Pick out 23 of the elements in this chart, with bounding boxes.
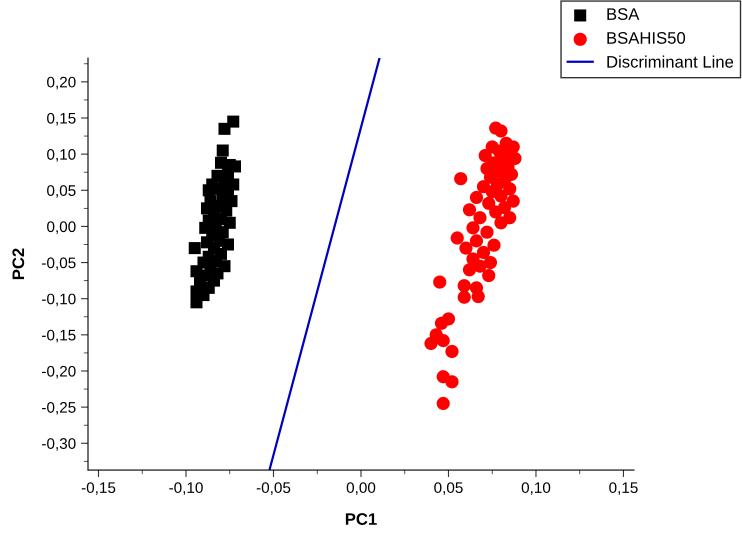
y-tick-label: -0,10 [42,294,76,306]
x-tick-label: -0,05 [256,482,290,495]
x-tick-label: 0,10 [522,482,550,495]
y-tick-label: -0,30 [42,438,76,451]
y-tick-label: 0,05 [47,185,76,198]
x-tick-label: -0,10 [169,482,203,495]
legend-label: BSAHIS50 [607,32,686,44]
y-tick-label: 0,20 [47,76,76,90]
legend-label: Discriminant Line [607,55,734,68]
y-tick-label: -0,20 [42,366,76,378]
y-tick-label: -0,15 [42,330,76,342]
x-tick-label: -0,15 [82,482,116,495]
legend-label: BSA [607,8,640,20]
x-tick-label: 0,00 [346,482,376,495]
y-tick-label: 0,00 [47,221,76,234]
y-axis-title: PC2 [12,248,24,280]
x-axis-title: PC1 [346,513,377,525]
y-tick-label: 0,15 [47,112,76,126]
y-tick-label: -0,05 [42,257,76,270]
x-tick-label: 0,05 [434,482,463,495]
y-tick-label: 0,10 [47,149,76,162]
y-tick-label: -0,25 [42,402,76,415]
x-tick-label: 0,15 [609,482,638,495]
